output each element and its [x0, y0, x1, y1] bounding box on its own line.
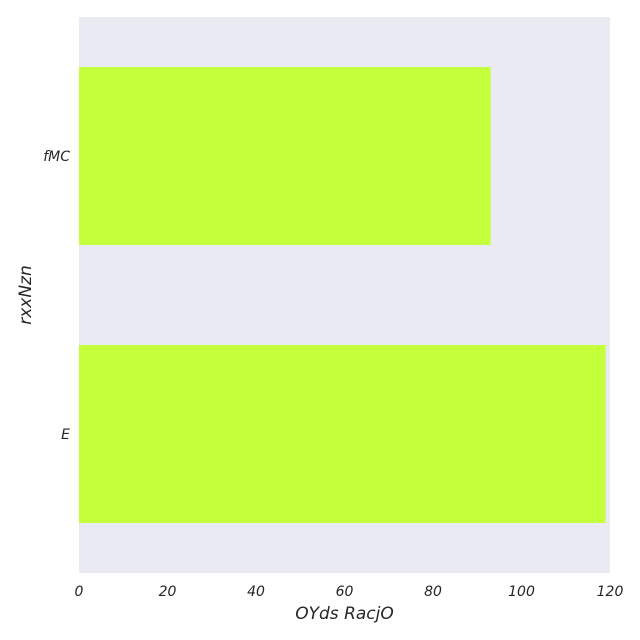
y-axis-label: rxxNzn — [16, 265, 36, 325]
x-tick-label: 100 — [508, 584, 535, 600]
x-tick-label: 40 — [247, 584, 265, 600]
y-tick-label: fMC — [43, 149, 70, 165]
bar-E — [79, 345, 606, 523]
x-tick-label: 0 — [75, 584, 84, 600]
y-tick-label: E — [61, 427, 70, 443]
x-tick-labels: 0 20 40 60 80 100 120 — [75, 584, 624, 600]
bar-fMC — [79, 67, 491, 245]
x-tick-label: 120 — [597, 584, 624, 600]
x-tick-label: 80 — [424, 584, 442, 600]
x-tick-label: 20 — [159, 584, 177, 600]
y-tick-labels: fMC E — [43, 149, 70, 443]
x-axis-label: OYds RacjO — [295, 604, 394, 624]
x-tick-label: 60 — [336, 584, 354, 600]
bars-layer — [79, 67, 606, 523]
